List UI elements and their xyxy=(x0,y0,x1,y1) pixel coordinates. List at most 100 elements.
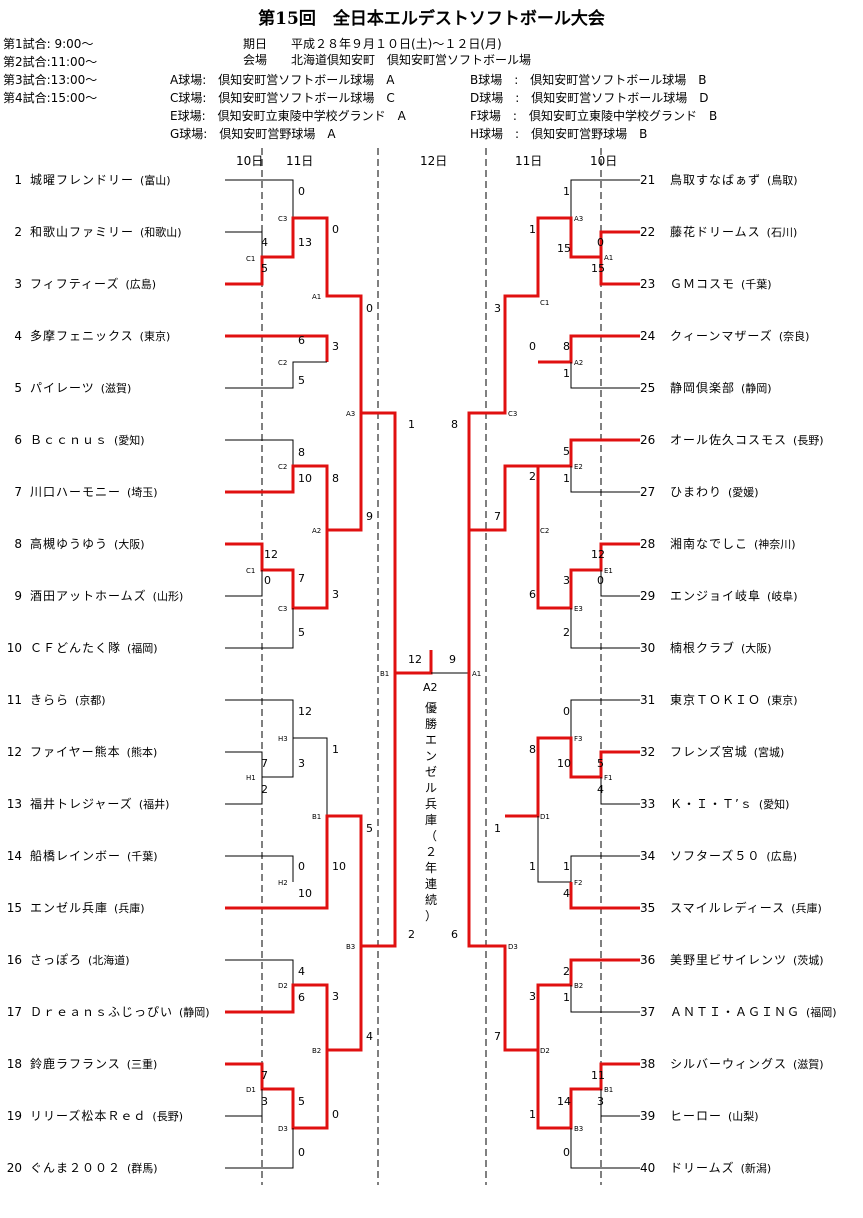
score-label: 1 xyxy=(563,367,570,380)
court-code: E3 xyxy=(574,605,583,613)
winner-path xyxy=(225,530,329,610)
team-row: 16 さっぽろ (北海道) xyxy=(0,952,130,968)
champion-char: 優 xyxy=(424,701,437,715)
team-number: 20 xyxy=(6,1161,22,1175)
team-name: 鈴鹿ラフランス xyxy=(30,1057,121,1071)
team-name: ぐんま２００２ xyxy=(30,1161,122,1175)
team-name: ヒーロー xyxy=(670,1109,723,1123)
team-prefecture: (三重) xyxy=(126,1058,158,1071)
team-name: クィーンマザーズ xyxy=(670,329,773,343)
page-title: 第15回 全日本エルデストソフトボール大会 xyxy=(258,9,605,29)
team-number: 1 xyxy=(14,173,22,187)
team-number: 34 xyxy=(640,849,656,863)
team-name: 船橋レインボー xyxy=(30,849,122,863)
winner-path xyxy=(225,1050,329,1130)
team-row: 25 静岡倶楽部 (静岡) xyxy=(640,380,772,396)
court-code: D2 xyxy=(278,982,288,990)
team-number: 19 xyxy=(6,1109,22,1123)
score-label: 5 xyxy=(298,374,305,387)
score-label: 1 xyxy=(563,472,570,485)
score-label: 12 xyxy=(591,548,605,561)
team-number: 30 xyxy=(640,641,656,655)
team-row: 24 クィーンマザーズ (奈良) xyxy=(640,328,809,344)
champion-char: ン xyxy=(424,749,437,763)
score-label: 1 xyxy=(529,1108,536,1121)
team-name: ＣＦどんたく隊 xyxy=(30,641,122,655)
team-prefecture: (埼玉) xyxy=(127,486,158,499)
score-label: 0 xyxy=(563,1146,570,1159)
team-row: 6 Ｂｃｃｎｕｓ (愛知) xyxy=(0,432,144,448)
score-label: 3 xyxy=(529,990,536,1003)
team-prefecture: (東京) xyxy=(139,330,171,343)
team-prefecture: (長野) xyxy=(152,1110,183,1123)
team-prefecture: (鳥取) xyxy=(767,174,798,187)
score-label: 0 xyxy=(298,860,305,873)
team-prefecture: (長野) xyxy=(793,434,824,447)
team-number: 7 xyxy=(14,485,22,499)
team-row: 28 湘南なでしこ (神奈川) xyxy=(640,536,796,552)
team-name: ＡＮＴＩ・ＡＧＩＮＧ xyxy=(670,1005,801,1019)
champion-char: 続 xyxy=(424,893,437,907)
team-prefecture: (静岡) xyxy=(179,1006,210,1019)
score-label: 10 xyxy=(298,472,312,485)
champion-char: 連 xyxy=(424,877,437,891)
court-code: C3 xyxy=(278,605,287,613)
team-prefecture: (広島) xyxy=(125,278,157,291)
team-row: 19 リリーズ松本Ｒｅｄ (長野) xyxy=(0,1108,183,1124)
team-row: 17 Ｄｒｅａｎｓふじっぴい (静岡) xyxy=(0,1004,210,1020)
team-number: 27 xyxy=(640,485,656,499)
score-label: 0 xyxy=(366,302,373,315)
court-code: C3 xyxy=(278,215,287,223)
winner-path xyxy=(225,946,363,1052)
score-label: 10 xyxy=(298,887,312,900)
score-label: 7 xyxy=(494,510,501,523)
team-prefecture: (福井) xyxy=(138,798,170,811)
day-label-l10: 10日 xyxy=(236,154,264,168)
day-label-r11: 11日 xyxy=(515,154,543,168)
team-number: 36 xyxy=(640,953,656,967)
team-prefecture: (千葉) xyxy=(741,278,772,291)
court-code: C2 xyxy=(278,463,287,471)
score-label: 1 xyxy=(332,743,339,756)
score-label: 2 xyxy=(563,965,570,978)
court-code: B2 xyxy=(574,982,583,990)
field-b: B球場 : 倶知安町営ソフトボール球場 B xyxy=(470,73,707,87)
court-code: C2 xyxy=(540,527,549,535)
score-label: 11 xyxy=(591,1069,605,1082)
team-number: 12 xyxy=(6,745,22,759)
winner-path xyxy=(225,673,397,948)
schedule-4: 第4試合:15:00〜 xyxy=(3,91,98,105)
winner-path xyxy=(467,673,640,1052)
bracket-line xyxy=(600,1089,640,1117)
field-g: G球場: 倶知安町営野球場 A xyxy=(170,127,336,141)
team-row: 23 ＧＭコスモ (千葉) xyxy=(640,276,772,292)
team-number: 8 xyxy=(14,537,22,551)
court-code: A1 xyxy=(312,293,321,301)
winner-path xyxy=(536,1050,640,1130)
team-number: 14 xyxy=(6,849,22,863)
team-name: 鳥取すなばぁず xyxy=(670,173,762,187)
team-row: 11 きらら (京都) xyxy=(0,692,106,708)
score-label: 12 xyxy=(298,705,312,718)
team-prefecture: (滋賀) xyxy=(100,382,132,395)
team-row: 36 美野里ビサイレンツ (茨城) xyxy=(640,952,824,968)
team-prefecture: (愛知) xyxy=(758,798,790,811)
team-row: 14 船橋レインボー (千葉) xyxy=(0,848,158,864)
team-row: 33 Ｋ・Ｉ・Ｔ’ｓ (愛知) xyxy=(640,796,789,812)
team-row: 10 ＣＦどんたく隊 (福岡) xyxy=(0,640,158,656)
team-number: 25 xyxy=(640,381,656,395)
team-row: 1 城曜フレンドリー (富山) xyxy=(0,172,171,188)
field-d: D球場 : 倶知安町営ソフトボール球場 D xyxy=(470,91,709,105)
team-name: Ｂｃｃｎｕｓ xyxy=(30,433,109,447)
team-name: ソフターズ５０ xyxy=(670,849,761,863)
field-f: F球場 : 倶知安町立東陵中学校グランド B xyxy=(470,109,718,123)
field-a: A球場: 倶知安町営ソフトボール球場 A xyxy=(170,73,395,87)
score-label: 5 xyxy=(597,757,604,770)
score-label: 15 xyxy=(591,262,605,275)
bracket-line xyxy=(570,608,640,649)
team-row: 37 ＡＮＴＩ・ＡＧＩＮＧ (福岡) xyxy=(640,1004,837,1020)
score-label: 8 xyxy=(451,418,458,431)
team-name: 福井トレジャーズ xyxy=(30,797,133,811)
team-prefecture: (富山) xyxy=(140,174,171,187)
